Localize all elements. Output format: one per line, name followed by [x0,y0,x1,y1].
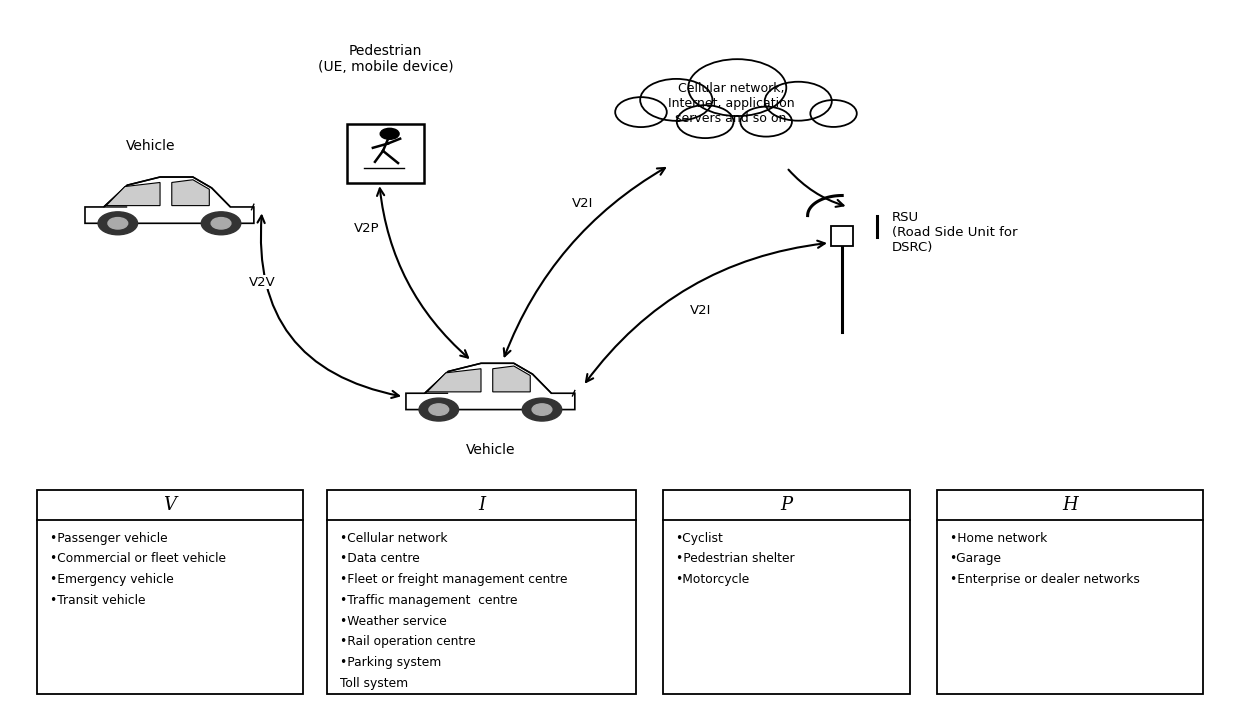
Text: •Rail operation centre: •Rail operation centre [340,635,475,648]
Circle shape [108,217,128,229]
Text: •Cellular network: •Cellular network [340,531,448,544]
Text: •Garage: •Garage [950,552,1002,565]
Text: •Cyclist: •Cyclist [676,531,723,544]
FancyArrowPatch shape [258,216,399,398]
Text: •Emergency vehicle: •Emergency vehicle [50,573,174,586]
Text: •Data centre: •Data centre [340,552,419,565]
Text: V2I: V2I [689,305,711,318]
FancyArrowPatch shape [789,170,843,206]
Polygon shape [107,183,160,206]
Circle shape [532,404,552,415]
Polygon shape [492,366,531,392]
Bar [663,490,910,694]
Circle shape [381,129,399,139]
Bar [37,490,303,694]
Text: •Commercial or fleet vehicle: •Commercial or fleet vehicle [50,552,226,565]
Text: I: I [479,496,485,514]
Bar [937,490,1203,694]
Text: Vehicle: Vehicle [466,443,515,458]
Bar [327,490,636,694]
Text: •Transit vehicle: •Transit vehicle [50,593,145,607]
Polygon shape [405,363,575,409]
Bar [831,226,853,246]
Text: •Parking system: •Parking system [340,656,441,669]
Text: RSU
(Road Side Unit for
DSRC): RSU (Road Side Unit for DSRC) [892,211,1017,253]
Text: V2I: V2I [573,197,594,210]
Text: •Traffic management  centre: •Traffic management centre [340,593,517,607]
Text: H: H [1063,496,1078,514]
Polygon shape [86,177,254,223]
Circle shape [688,59,786,116]
Text: P: P [781,496,792,514]
Circle shape [640,79,713,121]
Circle shape [429,404,449,415]
Circle shape [765,82,832,121]
Text: V2P: V2P [355,222,379,235]
FancyArrowPatch shape [503,168,665,356]
Polygon shape [172,180,210,206]
Bar [347,124,424,183]
Text: Cellular network,
Internet, application
servers and so on: Cellular network, Internet, application … [668,82,795,125]
FancyArrowPatch shape [587,240,825,382]
Text: •Passenger vehicle: •Passenger vehicle [50,531,167,544]
Circle shape [98,212,138,235]
Text: V: V [164,496,176,514]
Text: •Fleet or freight management centre: •Fleet or freight management centre [340,573,567,586]
Text: Pedestrian
(UE, mobile device): Pedestrian (UE, mobile device) [317,44,454,74]
Text: Toll system: Toll system [340,677,408,690]
FancyArrowPatch shape [377,188,467,357]
Text: •Home network: •Home network [950,531,1047,544]
Text: V2V: V2V [249,276,275,289]
Text: Vehicle: Vehicle [126,139,176,153]
Circle shape [810,100,857,127]
Text: •Motorcycle: •Motorcycle [676,573,750,586]
Circle shape [615,97,667,127]
Circle shape [677,105,734,138]
Text: •Enterprise or dealer networks: •Enterprise or dealer networks [950,573,1140,586]
Circle shape [201,212,241,235]
Polygon shape [427,369,481,392]
Circle shape [211,217,231,229]
Circle shape [522,398,562,421]
Text: •Weather service: •Weather service [340,614,446,627]
Circle shape [740,107,792,136]
Circle shape [419,398,459,421]
Text: •Pedestrian shelter: •Pedestrian shelter [676,552,794,565]
